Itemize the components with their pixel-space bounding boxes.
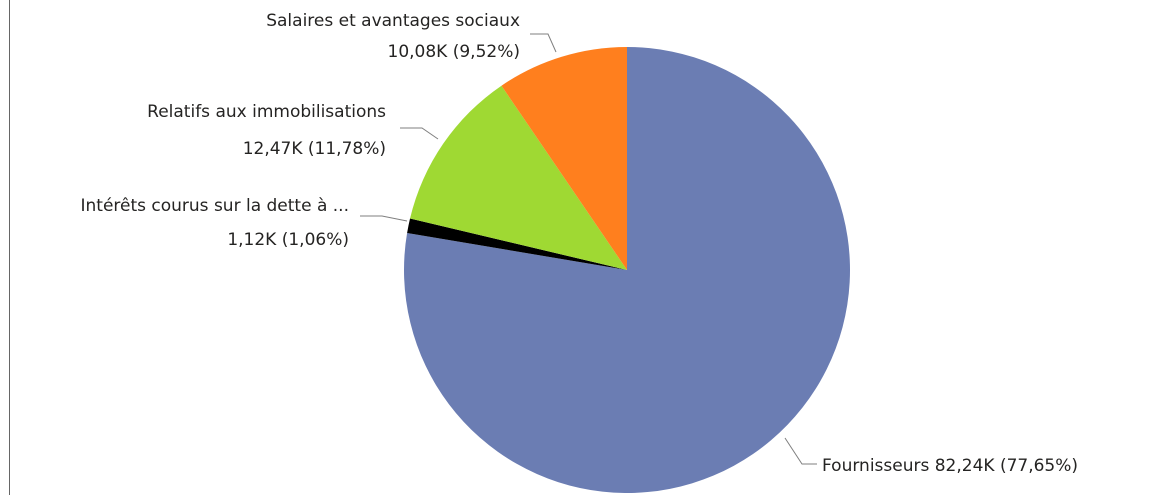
slice-label: Fournisseurs 82,24K (77,65%) — [822, 456, 1078, 476]
pie-slice[interactable] — [407, 218, 627, 270]
slice-value-label: 1,12K (1,06%) — [227, 230, 349, 250]
slice-value-label: 10,08K (9,52%) — [388, 42, 521, 62]
data-labels: Fournisseurs 82,24K (77,65%) Intérêts cou… — [80, 11, 1078, 476]
leader-line — [784, 437, 817, 465]
pie-slice[interactable] — [410, 85, 627, 270]
slice-label: Relatifs aux immobilisations — [147, 102, 386, 122]
leader-lines — [360, 33, 817, 465]
slice-value-label: 12,47K (11,78%) — [243, 139, 386, 159]
slice-label: Intérêts courus sur la dette à ... — [80, 196, 349, 216]
leader-line — [360, 215, 408, 222]
leader-line — [400, 127, 439, 140]
pie-slice[interactable] — [501, 47, 627, 270]
pie-slices — [404, 47, 851, 493]
slice-label: Salaires et avantages sociaux — [266, 11, 520, 31]
leader-line — [530, 33, 557, 53]
pie-slice[interactable] — [404, 47, 851, 493]
